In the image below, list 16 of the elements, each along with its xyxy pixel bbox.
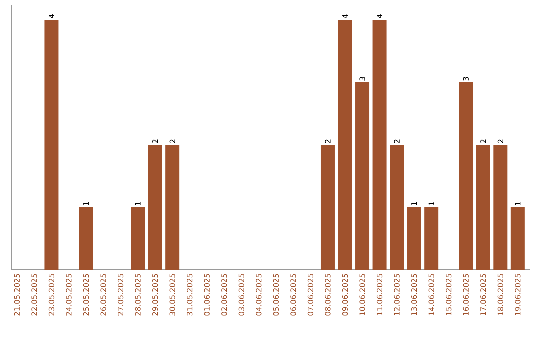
bar — [338, 20, 352, 270]
bar — [131, 208, 146, 270]
bar — [356, 82, 370, 270]
bar — [390, 145, 404, 270]
bar — [424, 208, 439, 270]
bar — [459, 82, 474, 270]
bar — [372, 20, 387, 270]
bar — [407, 208, 422, 270]
bar — [494, 145, 508, 270]
bar — [44, 20, 59, 270]
bar — [476, 145, 490, 270]
bar — [79, 208, 94, 270]
bar — [510, 208, 525, 270]
bar — [148, 145, 162, 270]
bar — [320, 145, 335, 270]
bar — [166, 145, 180, 270]
